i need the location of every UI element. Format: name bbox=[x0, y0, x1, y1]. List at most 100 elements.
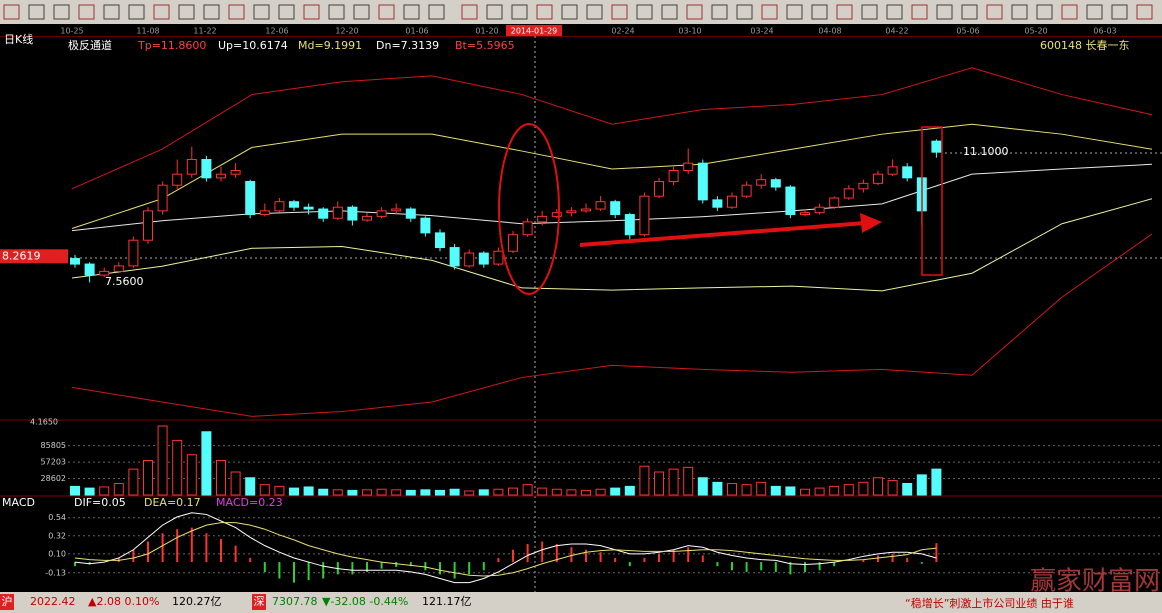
tool-icon bbox=[936, 4, 953, 20]
volume-bar bbox=[537, 487, 548, 496]
candle-body bbox=[654, 181, 664, 197]
tool-icon bbox=[303, 4, 320, 20]
period: 日K线 bbox=[4, 32, 33, 46]
candle-body bbox=[595, 201, 606, 210]
candle-body bbox=[347, 206, 358, 221]
date-label: 10-25 bbox=[60, 27, 83, 36]
tool-icon bbox=[586, 4, 603, 20]
candle-body bbox=[712, 199, 723, 208]
y-tick-label: 0.32 bbox=[48, 531, 66, 540]
date-label: 05-06 bbox=[956, 27, 979, 36]
volume-bar bbox=[362, 489, 372, 496]
tool-icon bbox=[178, 4, 195, 20]
date-label: 06-03 bbox=[1093, 27, 1116, 36]
volume-bar bbox=[391, 489, 402, 496]
tool-icon bbox=[986, 4, 1003, 20]
volume-bar bbox=[420, 489, 431, 496]
annotation-ellipse bbox=[498, 123, 560, 295]
volume-bar bbox=[566, 489, 577, 496]
indicator-value: Up=10.6174 bbox=[218, 39, 288, 52]
indicator-value: Bt=5.5965 bbox=[455, 39, 515, 52]
candle-body bbox=[873, 173, 883, 184]
date-label: 11-08 bbox=[136, 27, 159, 36]
candle-body bbox=[99, 270, 110, 276]
market: 深 bbox=[254, 595, 265, 608]
indicator-value: Tp=11.8600 bbox=[137, 39, 206, 52]
volume-bar bbox=[712, 481, 723, 496]
volume-bar bbox=[259, 484, 270, 496]
candle-body bbox=[391, 208, 402, 212]
index: 2022.42 bbox=[30, 595, 76, 608]
volume-bar bbox=[931, 468, 942, 496]
tool-icon bbox=[3, 4, 20, 20]
candle-body bbox=[814, 206, 825, 214]
watermark: 赢家财富网 bbox=[1030, 567, 1160, 597]
date-label: 12-20 bbox=[335, 27, 358, 36]
tool-icon bbox=[103, 4, 120, 20]
tool-icon bbox=[1011, 4, 1028, 20]
candle-body bbox=[478, 252, 489, 265]
candle-body bbox=[274, 201, 285, 212]
candle-body bbox=[887, 166, 898, 175]
tool-icon bbox=[28, 4, 45, 20]
candle-body bbox=[770, 179, 781, 188]
volume-bar bbox=[829, 485, 840, 496]
tool-icon bbox=[228, 4, 245, 20]
indicator-title: 极反通道 bbox=[68, 38, 112, 52]
candle-body bbox=[157, 184, 168, 212]
candle-body bbox=[186, 159, 197, 175]
candle-body bbox=[785, 186, 796, 216]
volume-bar bbox=[770, 485, 781, 496]
candle-body bbox=[508, 234, 518, 252]
candle-body bbox=[172, 173, 183, 186]
stock: 600148 长春一东 bbox=[1040, 39, 1130, 52]
date-label: 01-20 bbox=[475, 27, 498, 36]
arrow-head bbox=[860, 213, 882, 233]
candle-body bbox=[727, 195, 737, 208]
tool-icon bbox=[686, 4, 703, 20]
tool-icon bbox=[428, 4, 445, 20]
tool-icon bbox=[636, 4, 653, 20]
tool-icon bbox=[661, 4, 678, 20]
y-tick-label: 28602 bbox=[41, 474, 66, 483]
volume-bar bbox=[727, 483, 737, 496]
band-line bbox=[71, 233, 1153, 417]
volume-bar bbox=[172, 439, 183, 496]
tool-icon bbox=[486, 4, 503, 20]
date-label: 01-06 bbox=[405, 27, 428, 36]
volume-bar bbox=[216, 460, 226, 496]
market: 沪 bbox=[2, 594, 13, 608]
candle-body bbox=[683, 162, 694, 172]
tool-icon bbox=[536, 4, 553, 20]
volume-bar bbox=[508, 487, 518, 496]
candle-body bbox=[289, 201, 299, 208]
candle-body bbox=[858, 182, 869, 190]
candle-body bbox=[201, 159, 212, 179]
tool-icon bbox=[78, 4, 95, 20]
change: ▲2.08 0.10% bbox=[88, 595, 159, 608]
volume-bar bbox=[697, 477, 708, 496]
candle-body bbox=[551, 212, 562, 217]
tool-icon bbox=[1086, 4, 1103, 20]
volume-bar bbox=[376, 488, 387, 496]
tool-icon bbox=[861, 4, 878, 20]
status-bar bbox=[0, 592, 1162, 613]
tool-icon bbox=[811, 4, 828, 20]
candle-body bbox=[522, 221, 533, 236]
volume-bar bbox=[551, 488, 562, 496]
volume-bar bbox=[800, 488, 810, 496]
volume-bar bbox=[595, 488, 606, 496]
tool-icon bbox=[1061, 4, 1078, 20]
volume-bar bbox=[157, 425, 168, 496]
tool-icon bbox=[761, 4, 778, 20]
tool-icon bbox=[736, 4, 753, 20]
y-tick-label: 57203 bbox=[41, 458, 66, 467]
date-label: 04-08 bbox=[818, 27, 841, 36]
candle-body bbox=[493, 250, 504, 265]
y-tick-label: 0.54 bbox=[48, 513, 66, 522]
volume-bar bbox=[902, 483, 913, 496]
band-line bbox=[71, 67, 1153, 190]
date-label: 02-24 bbox=[611, 27, 634, 36]
annotation-box bbox=[921, 126, 943, 276]
